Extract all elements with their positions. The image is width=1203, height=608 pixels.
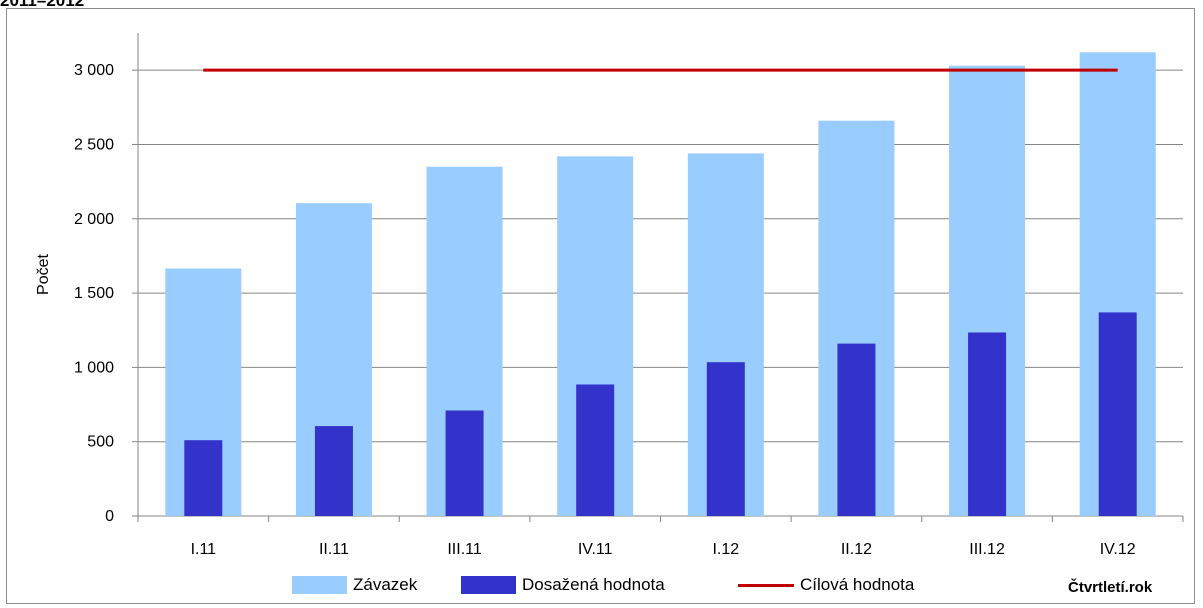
legend-swatch-cilova bbox=[738, 583, 794, 587]
bar-dosazena-hodnota bbox=[706, 362, 745, 516]
x-tick-label: II.12 bbox=[841, 541, 872, 558]
y-tick-label: 2 500 bbox=[74, 136, 114, 153]
y-tick-label: 1 000 bbox=[74, 359, 114, 376]
x-tick-label: IV.12 bbox=[1100, 541, 1136, 558]
x-tick-label: II.11 bbox=[319, 541, 349, 558]
x-axis-title: Čtvrtletí.rok bbox=[1068, 579, 1153, 596]
x-tick-label: I.12 bbox=[712, 541, 739, 558]
chart-top-title: 2011–2012 bbox=[0, 0, 85, 10]
x-tick-label: IV.11 bbox=[578, 541, 613, 558]
legend-swatch-zavazek bbox=[292, 576, 347, 594]
y-tick-label: 500 bbox=[87, 434, 114, 451]
legend-item-zavazek: Závazek bbox=[292, 572, 417, 598]
y-tick-label: 3 000 bbox=[74, 62, 114, 79]
legend-label-dosazena: Dosažená hodnota bbox=[522, 575, 665, 594]
chart-legend: Závazek Dosažená hodnota Cílová hodnota bbox=[0, 572, 1203, 598]
y-tick-label: 2 000 bbox=[74, 211, 114, 228]
bar-dosazena-hodnota bbox=[184, 440, 223, 516]
x-tick-label: I.11 bbox=[191, 541, 217, 558]
x-tick-label: III.11 bbox=[447, 541, 481, 558]
legend-item-cilova: Cílová hodnota bbox=[738, 572, 914, 598]
bar-dosazena-hodnota bbox=[576, 384, 615, 516]
y-tick-label: 0 bbox=[105, 508, 114, 525]
legend-label-zavazek: Závazek bbox=[353, 575, 418, 594]
legend-item-dosazena: Dosažená hodnota bbox=[461, 572, 665, 598]
bar-dosazena-hodnota bbox=[314, 426, 353, 516]
bar-dosazena-hodnota bbox=[968, 332, 1007, 516]
chart-frame bbox=[6, 8, 1195, 604]
y-tick-label: 1 500 bbox=[74, 285, 114, 302]
legend-label-cilova: Cílová hodnota bbox=[800, 575, 915, 594]
y-axis-title: Počet bbox=[35, 253, 52, 294]
x-tick-label: III.12 bbox=[969, 541, 1005, 558]
legend-swatch-dosazena bbox=[461, 576, 516, 594]
bar-dosazena-hodnota bbox=[445, 410, 484, 516]
bar-dosazena-hodnota bbox=[837, 343, 876, 516]
bar-dosazena-hodnota bbox=[1098, 312, 1137, 516]
